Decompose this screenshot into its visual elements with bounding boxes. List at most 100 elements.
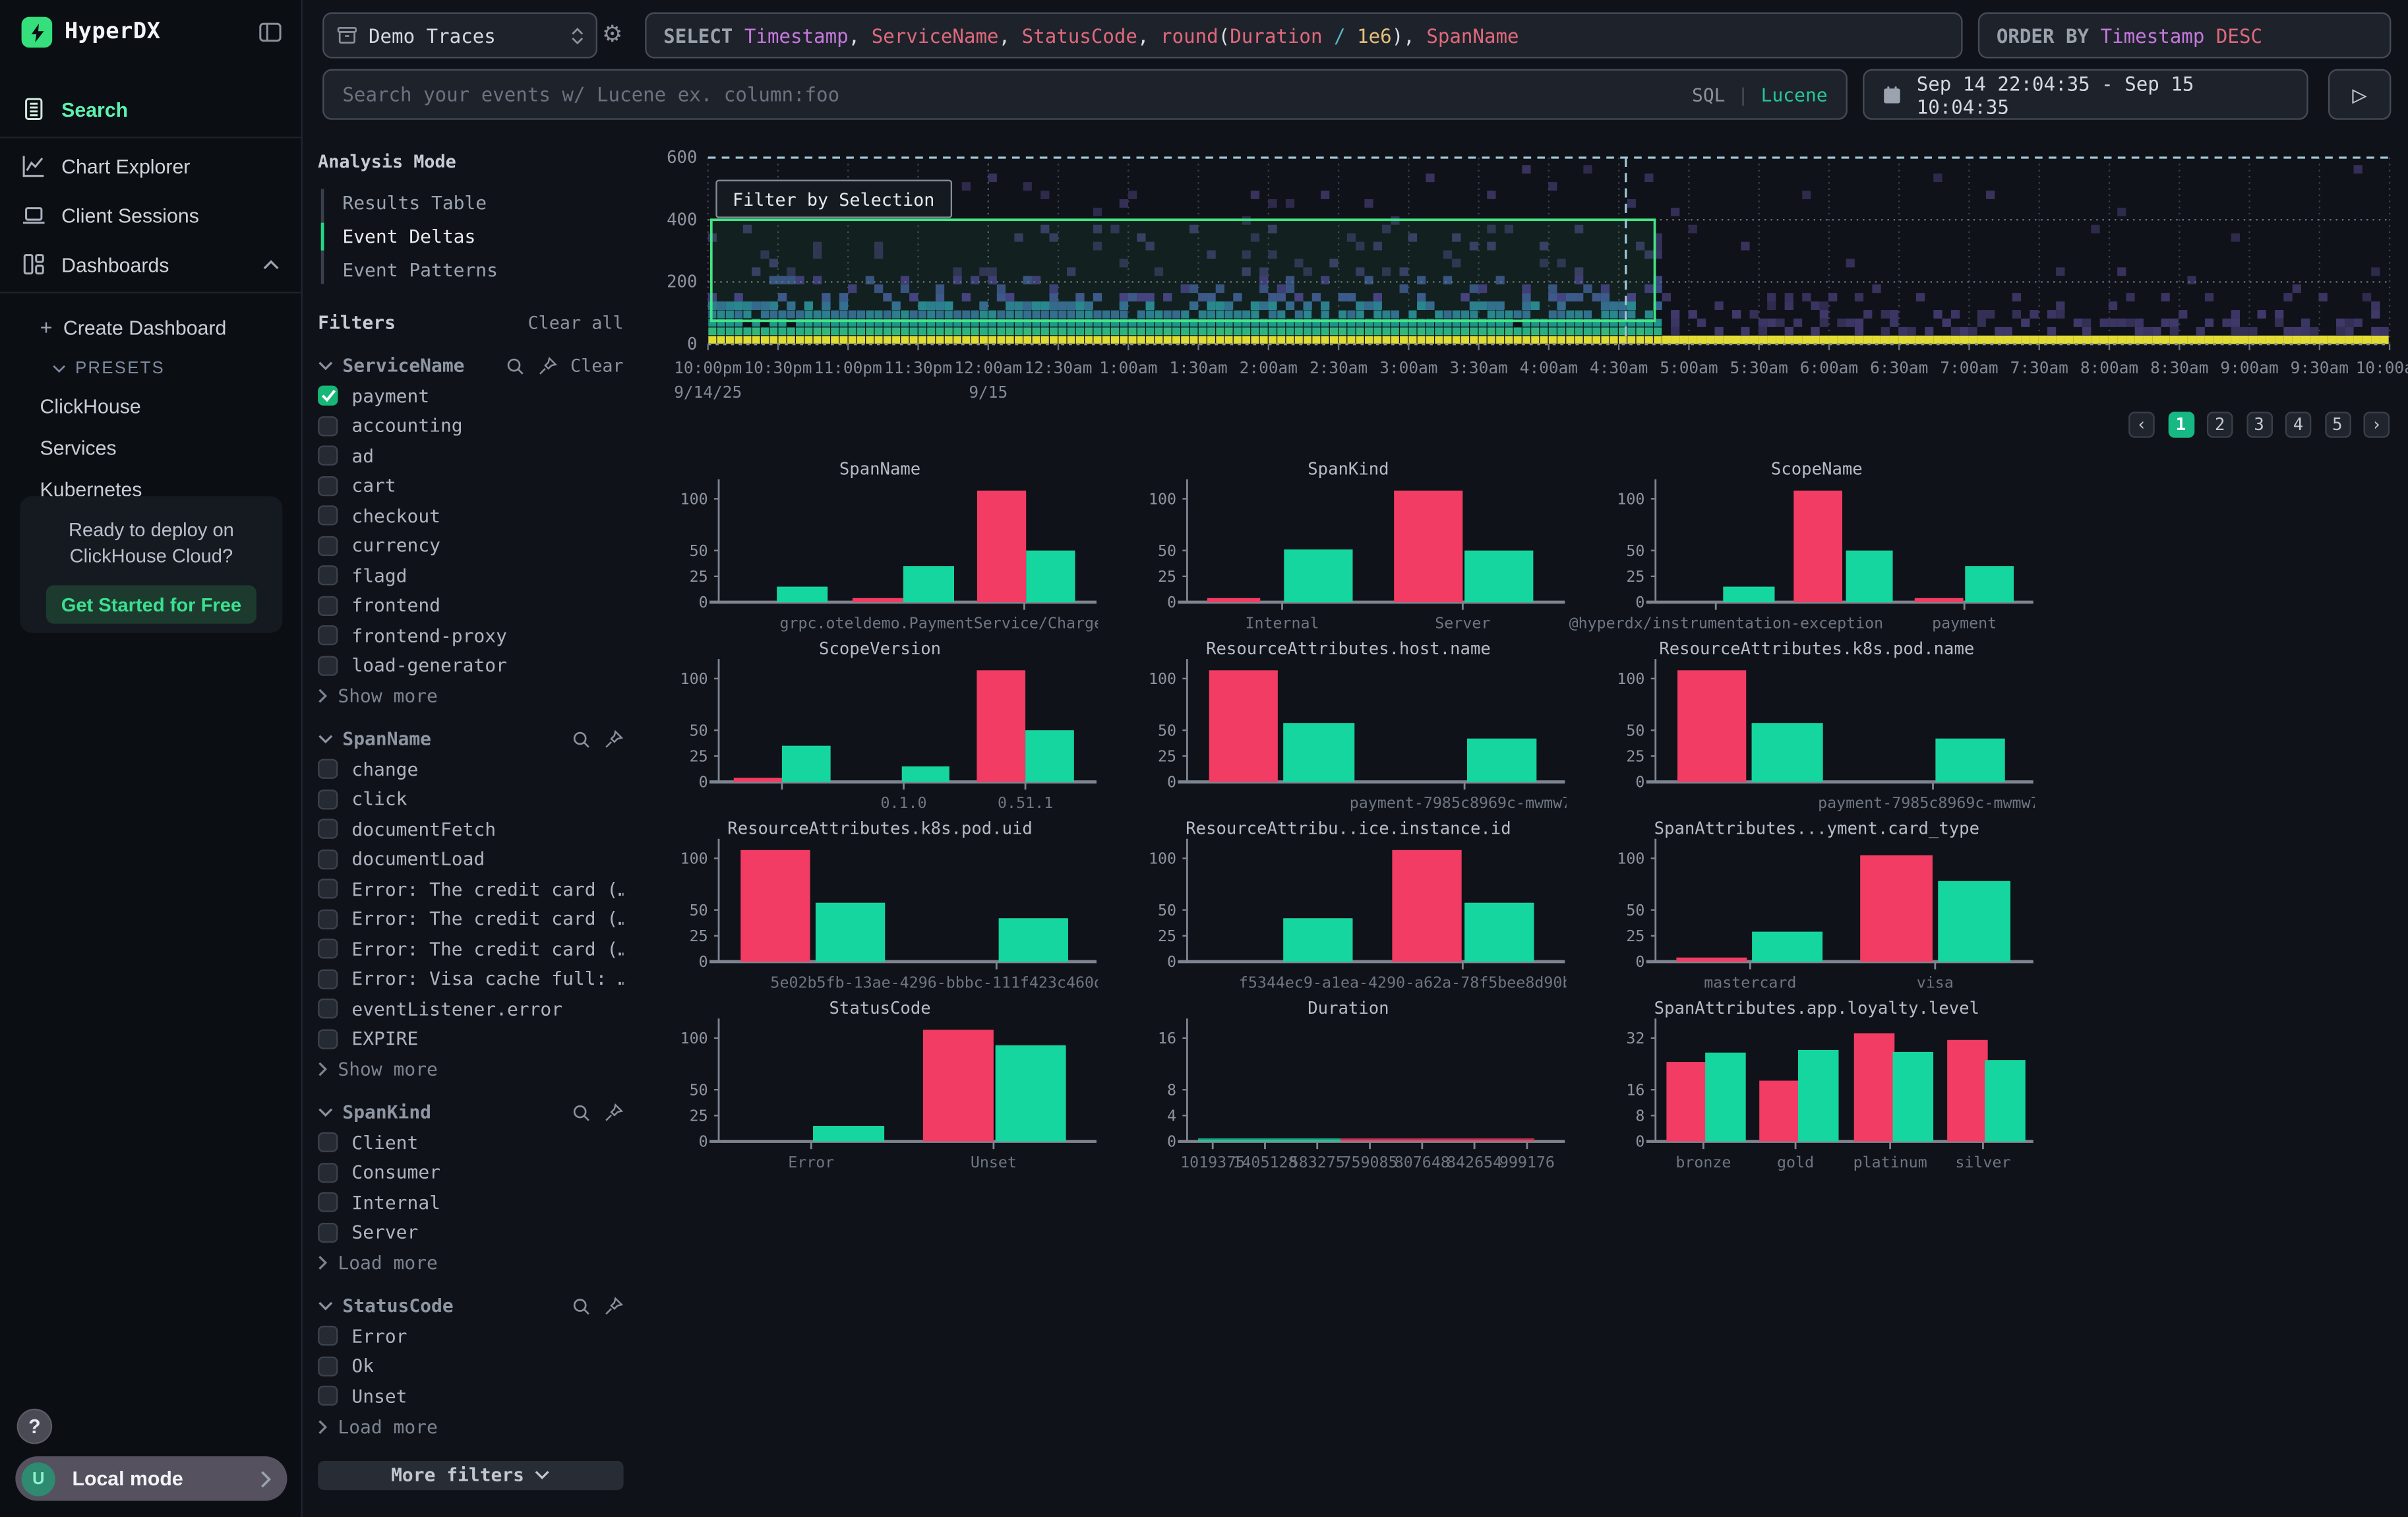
sidebar-item-clickhouse[interactable]: ClickHouse [40,394,141,418]
events-heatmap[interactable]: 600 400 200 0 10:00pm 10:30pm 11:00pm 11:30pm 12… [639,135,2408,416]
create-dashboard-button[interactable]: + Create Dashboard [0,305,301,348]
sidebar-item-chart-explorer[interactable]: Chart Explorer [0,141,301,191]
delta-chart-ResourceAttributes-host-name[interactable]: ResourceAttributes.host.name 0 25 50 100 paym… [1098,635,1571,815]
checkbox[interactable] [318,416,338,436]
search-input[interactable]: Search your events w/ Lucene ex. column:… [322,69,1848,120]
sidebar-item-client-sessions[interactable]: Client Sessions [0,191,301,240]
page-button-2[interactable]: 2 [2206,412,2233,438]
filter-option-currency[interactable]: currency [318,535,623,556]
chevron-down-icon[interactable] [318,1107,333,1117]
pin-icon[interactable] [603,729,624,749]
chevron-down-icon[interactable] [318,361,333,371]
page-button-1[interactable]: 1 [2167,412,2194,438]
delta-chart-SpanKind[interactable]: SpanKind 0 25 50 100 Internal Server [1098,454,1566,635]
filter-option-ad[interactable]: ad [318,445,623,466]
checkbox[interactable] [318,1161,338,1183]
delta-chart-SpanAttributes-yment-card-type[interactable]: SpanAttributes...yment.card_type 0 25 50 100… [1567,814,2035,994]
show-more-button[interactable]: Show more [318,1059,623,1080]
load-more-button[interactable]: Load more [318,1252,623,1274]
checkbox[interactable] [318,1222,338,1243]
page-prev-button[interactable]: ‹ [2128,412,2155,438]
filter-option-accounting[interactable]: accounting [318,415,623,436]
filter-option-error-the-credit-card-[interactable]: Error: The credit card (… [318,908,624,929]
delta-chart-SpanName[interactable]: SpanName 0 25 50 100 grpc.oteldemo.PaymentSer… [630,454,1103,635]
load-more-button[interactable]: Load more [318,1415,623,1437]
chevron-down-icon[interactable] [318,734,333,744]
checkbox[interactable] [318,505,338,526]
filter-option-click[interactable]: click [318,788,623,809]
filter-option-client[interactable]: Client [318,1131,623,1153]
delta-chart-ResourceAttribu-ice-instance-id[interactable]: ResourceAttribu..ice.instance.id 0 25 50 100… [1098,814,1571,994]
analysis-mode-results-table[interactable]: Results Table [342,192,487,214]
show-more-button[interactable]: Show more [318,685,623,706]
filter-option-error[interactable]: Error [318,1325,623,1346]
checkbox[interactable] [318,445,338,466]
source-select[interactable]: Demo Traces [322,12,598,59]
checkbox[interactable] [318,565,338,586]
checkbox[interactable] [318,1326,338,1346]
checkbox[interactable] [318,968,338,989]
checkbox[interactable] [318,1132,338,1152]
presets-toggle[interactable]: PRESETS [0,349,301,386]
filter-option-eventlistener-error[interactable]: eventListener.error [318,998,623,1019]
search-icon[interactable] [571,1102,591,1122]
search-icon[interactable] [571,729,591,749]
run-query-button[interactable]: ▷ [2328,69,2392,120]
filter-option-frontend[interactable]: frontend [318,594,623,616]
order-by-input[interactable]: ORDER BY Timestamp DESC [1977,12,2392,59]
delta-chart-SpanAttributes-app-loyalty-level[interactable]: SpanAttributes.app.loyalty.level 0 8 16 32 br… [1567,994,2035,1174]
page-button-4[interactable]: 4 [2285,412,2312,438]
checkbox[interactable] [318,595,338,615]
delta-chart-StatusCode[interactable]: StatusCode 0 25 50 100 Error Unset [630,994,1098,1174]
sidebar-item-services[interactable]: Services [40,436,117,460]
delta-chart-ResourceAttributes-k8s-pod-uid[interactable]: ResourceAttributes.k8s.pod.uid 0 25 50 100 5e… [630,814,1103,994]
filter-option-checkout[interactable]: checkout [318,505,623,526]
sidebar-item-search[interactable]: Search [0,84,301,134]
filter-option-load-generator[interactable]: load-generator [318,654,623,676]
sql-mode-button[interactable]: SQL [1692,83,1726,106]
checkbox[interactable] [318,1385,338,1406]
more-filters-button[interactable]: More filters [318,1460,624,1490]
filter-option-change[interactable]: change [318,758,623,780]
filter-option-unset[interactable]: Unset [318,1385,623,1406]
filter-option-documentload[interactable]: documentLoad [318,848,623,869]
delta-chart-Duration[interactable]: Duration 0 4 8 16 1019375 1405128 583275 759085 8… [1098,994,1566,1174]
checkbox[interactable] [318,998,338,1019]
get-started-button[interactable]: Get Started for Free [45,585,256,624]
clear-all-button[interactable]: Clear all [527,311,624,334]
checkbox[interactable] [318,819,338,839]
filter-option-expire[interactable]: EXPIRE [318,1028,623,1049]
filter-option-error-visa-cache-full-[interactable]: Error: Visa cache full: … [318,968,624,989]
filter-option-consumer[interactable]: Consumer [318,1161,623,1183]
delta-chart-ScopeVersion[interactable]: ScopeVersion 0 25 50 100 0.1.0 0.51.1 [630,635,1098,815]
delta-chart-ScopeName[interactable]: ScopeName 0 25 50 100 @hyperdx/instrumentatio… [1567,454,2035,635]
chevron-down-icon[interactable] [318,1301,333,1311]
filter-option-frontend-proxy[interactable]: frontend-proxy [318,625,623,646]
filter-option-server[interactable]: Server [318,1222,623,1243]
sidebar-item-dashboards[interactable]: Dashboards [0,239,301,289]
page-button-5[interactable]: 5 [2324,412,2351,438]
checkbox[interactable] [318,758,338,779]
checkbox[interactable] [318,1192,338,1212]
checkbox[interactable] [318,1355,338,1376]
checkbox[interactable] [318,535,338,555]
checkbox[interactable] [318,1028,338,1049]
pin-icon[interactable] [538,356,558,375]
filter-option-internal[interactable]: Internal [318,1191,623,1213]
checkbox[interactable] [318,788,338,809]
pin-icon[interactable] [603,1102,624,1122]
checkbox[interactable] [318,848,338,869]
select-query-input[interactable]: SELECT Timestamp, ServiceName, StatusCod… [645,12,1963,59]
filter-option-ok[interactable]: Ok [318,1355,623,1377]
lucene-mode-button[interactable]: Lucene [1761,83,1828,106]
analysis-mode-event-patterns[interactable]: Event Patterns [342,259,498,282]
pin-icon[interactable] [603,1296,624,1316]
gear-icon[interactable]: ⚙ [602,21,623,48]
analysis-mode-event-deltas[interactable]: Event Deltas [318,220,623,253]
local-mode-menu[interactable]: U Local mode [15,1456,287,1501]
checkbox[interactable] [318,939,338,959]
search-icon[interactable] [506,356,526,375]
page-next-button[interactable]: › [2363,412,2390,438]
checkbox[interactable] [318,908,338,929]
delta-chart-ResourceAttributes-k8s-pod-name[interactable]: ResourceAttributes.k8s.pod.name 0 25 50 100 p… [1567,635,2039,815]
